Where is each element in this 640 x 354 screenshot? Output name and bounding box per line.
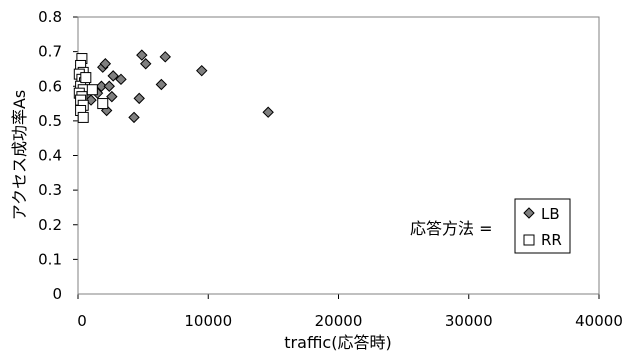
lb-data-point <box>155 78 168 91</box>
x-tick-label: 30000 <box>445 312 493 330</box>
y-tick-label: 0.5 <box>38 112 62 130</box>
y-tick-label: 0.4 <box>38 147 62 165</box>
lb-data-point <box>107 70 119 82</box>
rr-data-point <box>86 84 98 96</box>
rr-data-point <box>97 98 109 110</box>
lb-data-point <box>196 64 208 77</box>
legend-lb-label: LB <box>541 205 560 223</box>
lb-data-point <box>262 106 274 118</box>
y-tick-label: 0.1 <box>38 250 62 268</box>
legend-rr-label: RR <box>541 231 562 249</box>
lb-data-point <box>133 92 145 105</box>
y-tick-label: 0.8 <box>38 8 62 26</box>
legend-item-lb: LB <box>523 205 560 223</box>
data-points <box>73 49 274 124</box>
y-tick-label: 0.3 <box>38 181 62 199</box>
lb-data-point <box>106 90 118 103</box>
lb-data-point <box>140 58 152 70</box>
y-axis-label: アクセス成功率As <box>10 90 29 220</box>
legend-rr-marker-icon <box>523 234 535 246</box>
x-axis-label: traffic(応答時) <box>284 333 391 352</box>
y-axis-ticks: 0 0.1 0.2 0.3 0.4 0.5 0.6 0.7 0.8 <box>38 8 78 303</box>
legend-item-rr: RR <box>523 231 562 249</box>
lb-data-point <box>99 58 112 70</box>
y-tick-label: 0.6 <box>38 77 62 95</box>
x-tick-label: 40000 <box>575 312 623 330</box>
rr-data-point <box>77 111 89 123</box>
lb-data-point <box>128 111 140 124</box>
lb-data-point <box>136 49 148 61</box>
x-axis-ticks: 0 10000 20000 30000 40000 <box>77 294 623 330</box>
legend-title: 応答方法 = <box>410 219 493 238</box>
y-tick-label: 0.7 <box>38 43 62 61</box>
lb-data-point <box>103 80 115 92</box>
x-tick-label: 0 <box>77 312 87 330</box>
legend-lb-marker-icon <box>523 207 535 219</box>
plot-area <box>77 16 600 295</box>
lb-data-point <box>159 51 171 63</box>
lb-data-point <box>95 80 108 92</box>
rr-data-point <box>80 72 92 84</box>
x-tick-label: 10000 <box>184 312 232 330</box>
y-tick-label: 0 <box>52 285 62 303</box>
x-tick-label: 20000 <box>315 312 363 330</box>
y-tick-label: 0.2 <box>38 216 62 234</box>
lb-data-point <box>115 73 127 86</box>
